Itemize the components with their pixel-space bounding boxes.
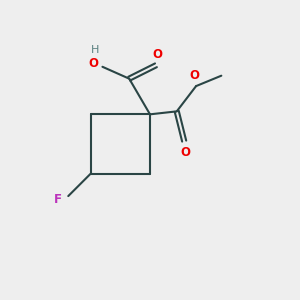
Text: O: O xyxy=(152,48,162,61)
Text: F: F xyxy=(54,193,62,206)
Text: O: O xyxy=(88,57,98,70)
Text: O: O xyxy=(181,146,191,159)
Text: O: O xyxy=(190,69,200,82)
Text: H: H xyxy=(91,45,99,56)
